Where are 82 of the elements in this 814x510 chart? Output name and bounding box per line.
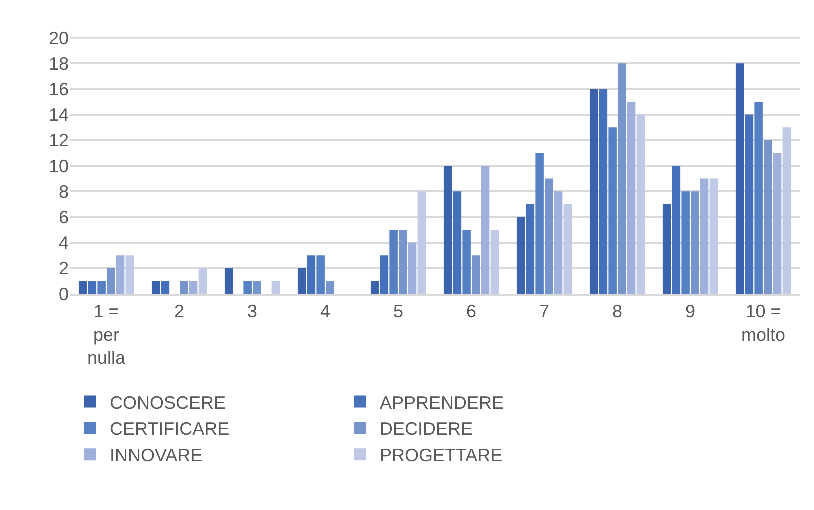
y-tick-label: 6 bbox=[58, 208, 69, 228]
bar bbox=[691, 192, 700, 294]
x-tick-label: 3 bbox=[247, 301, 258, 322]
x-tick-label: 2 bbox=[174, 301, 185, 322]
bar bbox=[180, 281, 188, 294]
bar bbox=[490, 230, 500, 294]
bar bbox=[78, 281, 88, 294]
bar bbox=[189, 281, 198, 294]
bar bbox=[370, 281, 380, 294]
legend-label: CERTIFICARE bbox=[110, 419, 230, 440]
legend-label: APPRENDERE bbox=[380, 392, 504, 413]
bar bbox=[516, 217, 526, 294]
bar bbox=[590, 89, 598, 294]
bar bbox=[599, 89, 608, 294]
y-tick-label: 16 bbox=[48, 80, 69, 100]
bar bbox=[390, 230, 398, 294]
x-tick-label: 1 = per nulla bbox=[87, 301, 127, 368]
bar bbox=[380, 256, 389, 294]
bar bbox=[710, 178, 718, 294]
bar bbox=[272, 281, 280, 294]
bar bbox=[736, 64, 744, 294]
y-tick-label: 8 bbox=[58, 182, 69, 202]
bar bbox=[399, 230, 408, 294]
y-tick-label: 14 bbox=[48, 105, 69, 126]
bar bbox=[444, 166, 452, 294]
y-tick-label: 12 bbox=[48, 130, 69, 151]
x-tick-label: 4 bbox=[320, 301, 331, 322]
bar bbox=[326, 281, 334, 294]
y-tick-label: 20 bbox=[48, 28, 69, 48]
x-tick-label: 5 bbox=[393, 301, 404, 322]
bar bbox=[636, 114, 646, 294]
bar bbox=[554, 192, 563, 294]
bar bbox=[316, 256, 325, 294]
bar bbox=[700, 178, 709, 294]
bar bbox=[298, 268, 306, 294]
y-tick-label: 2 bbox=[58, 258, 69, 279]
legend-label: DECIDERE bbox=[380, 419, 474, 440]
x-tick-label: 8 bbox=[612, 301, 623, 322]
bar bbox=[481, 166, 490, 294]
legend-label: PROGETTARE bbox=[380, 446, 503, 466]
bar bbox=[253, 281, 262, 294]
bar bbox=[88, 281, 97, 294]
bar bbox=[682, 192, 690, 294]
x-tick-label: 10 = molto bbox=[741, 301, 786, 345]
bar bbox=[126, 256, 134, 294]
bar bbox=[536, 153, 544, 294]
x-tick-label: 7 bbox=[539, 301, 550, 322]
bar bbox=[116, 256, 125, 294]
bar bbox=[662, 204, 672, 294]
legend-label: CONOSCERE bbox=[110, 392, 226, 413]
bar bbox=[107, 268, 116, 294]
bar bbox=[244, 281, 252, 294]
y-tick-label: 4 bbox=[58, 233, 69, 254]
bar bbox=[152, 281, 160, 294]
bar bbox=[161, 281, 170, 294]
bar bbox=[773, 153, 782, 294]
bar bbox=[745, 114, 754, 294]
bar bbox=[472, 256, 480, 294]
bar bbox=[198, 268, 208, 294]
bar bbox=[462, 230, 471, 294]
bar bbox=[672, 166, 681, 294]
x-tick-label: 9 bbox=[685, 301, 696, 322]
bar bbox=[564, 204, 572, 294]
bar bbox=[453, 192, 462, 294]
bar bbox=[618, 64, 626, 294]
y-tick-label: 18 bbox=[48, 54, 69, 74]
bar bbox=[526, 204, 535, 294]
bar bbox=[782, 128, 792, 294]
bar bbox=[224, 268, 234, 294]
bar bbox=[307, 256, 316, 294]
bar bbox=[408, 242, 417, 294]
bar bbox=[754, 102, 763, 294]
bar bbox=[98, 281, 106, 294]
x-tick-label: 6 bbox=[466, 301, 477, 322]
bar bbox=[418, 192, 426, 294]
bar bbox=[545, 178, 554, 294]
y-tick-label: 10 bbox=[48, 156, 69, 176]
bar bbox=[764, 140, 772, 294]
bar bbox=[608, 128, 617, 294]
y-tick-label: 0 bbox=[58, 284, 69, 304]
legend-label: INNOVARE bbox=[110, 446, 203, 466]
bar bbox=[627, 102, 636, 294]
